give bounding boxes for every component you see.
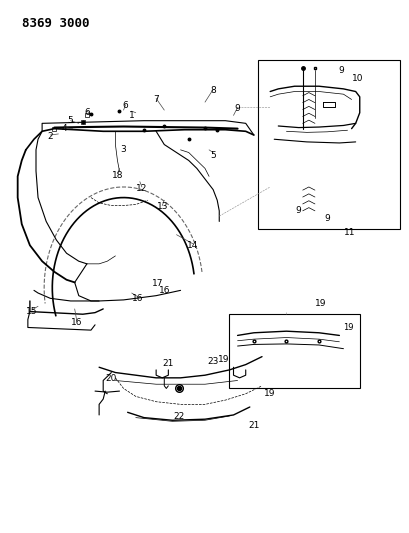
Text: 19: 19	[343, 323, 353, 332]
Text: 8: 8	[210, 86, 216, 95]
Text: 5: 5	[210, 151, 216, 160]
Text: 21: 21	[162, 359, 173, 367]
Text: 3: 3	[120, 146, 126, 155]
Text: 15: 15	[26, 307, 38, 316]
Bar	[257, 60, 400, 229]
Text: 19: 19	[217, 355, 229, 364]
Text: 7: 7	[153, 95, 159, 104]
Text: 23: 23	[207, 358, 218, 367]
Text: 1: 1	[128, 111, 134, 120]
Text: 5: 5	[67, 116, 73, 125]
Text: 8369 3000: 8369 3000	[22, 17, 89, 30]
Text: 9: 9	[324, 214, 329, 223]
Text: 17: 17	[152, 279, 164, 288]
Text: 9: 9	[234, 104, 240, 113]
Text: 11: 11	[343, 228, 355, 237]
Text: 9: 9	[295, 206, 301, 215]
Text: 12: 12	[136, 183, 147, 192]
Text: 4: 4	[61, 124, 67, 133]
Text: 16: 16	[71, 318, 82, 327]
Text: 9: 9	[338, 66, 344, 75]
Text: 16: 16	[158, 286, 170, 295]
Text: 18: 18	[111, 171, 123, 180]
Text: 6: 6	[84, 108, 90, 117]
Text: 13: 13	[156, 202, 168, 211]
Text: 21: 21	[247, 421, 259, 430]
Text: 16: 16	[132, 294, 143, 303]
Text: 10: 10	[351, 74, 362, 83]
Text: 19: 19	[315, 299, 326, 308]
Text: 6: 6	[122, 101, 128, 110]
Text: 20: 20	[106, 374, 117, 383]
Text: 2: 2	[47, 132, 53, 141]
Text: 19: 19	[264, 389, 275, 398]
Text: 22: 22	[173, 411, 184, 421]
Bar	[229, 314, 359, 389]
Text: 14: 14	[187, 241, 198, 250]
